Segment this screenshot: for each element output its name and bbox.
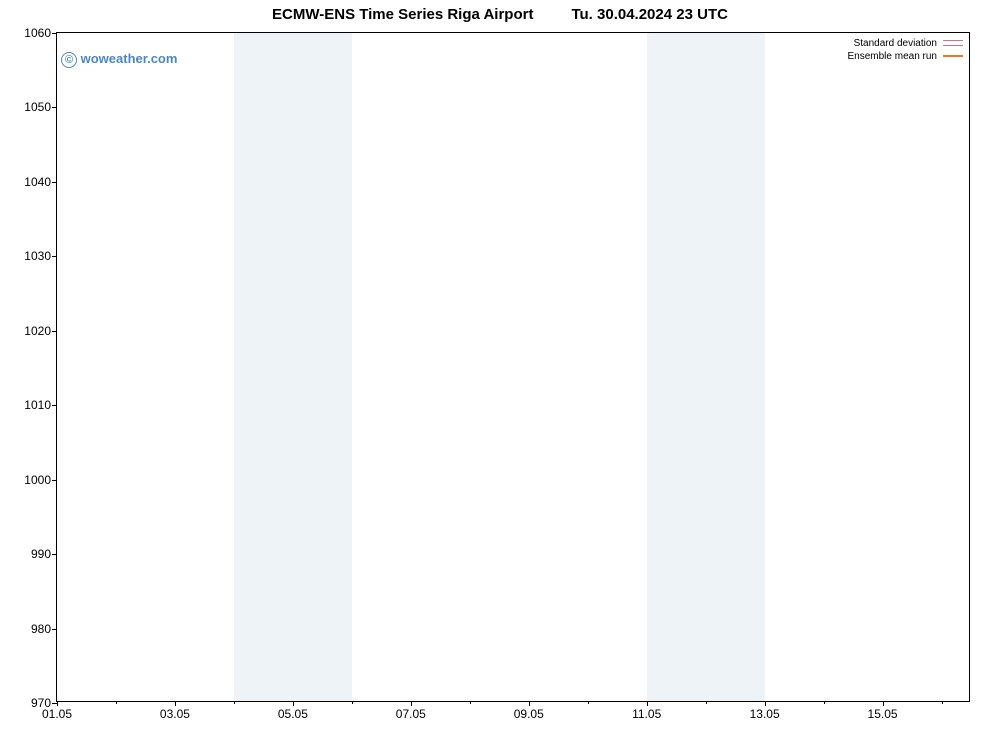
y-tick-label: 1030 bbox=[24, 249, 51, 263]
title-left: ECMW-ENS Time Series Riga Airport bbox=[272, 6, 533, 23]
y-tick-mark bbox=[52, 256, 57, 257]
y-tick-label: 990 bbox=[31, 547, 51, 561]
legend-label: Ensemble mean run bbox=[848, 51, 938, 62]
y-tick-mark bbox=[52, 33, 57, 34]
y-tick-mark bbox=[52, 107, 57, 108]
y-tick-mark bbox=[52, 331, 57, 332]
legend: Standard deviation Ensemble mean run bbox=[848, 37, 964, 63]
x-tick-minor bbox=[588, 701, 589, 704]
y-tick-mark bbox=[52, 405, 57, 406]
x-tick-mark bbox=[529, 701, 530, 706]
x-tick-mark bbox=[293, 701, 294, 706]
x-tick-mark bbox=[411, 701, 412, 706]
y-tick-label: 1040 bbox=[24, 175, 51, 189]
x-tick-minor bbox=[234, 701, 235, 704]
plot-area: © woweather.com Standard deviation Ensemb… bbox=[56, 32, 970, 702]
y-tick-label: 1010 bbox=[24, 398, 51, 412]
x-tick-label: 01.05 bbox=[42, 707, 72, 721]
y-tick-mark bbox=[52, 480, 57, 481]
weekend-band bbox=[234, 33, 352, 701]
y-tick-label: 1050 bbox=[24, 100, 51, 114]
x-tick-label: 03.05 bbox=[160, 707, 190, 721]
chart-title: ECMW-ENS Time Series Riga Airport Tu. 30.… bbox=[0, 6, 1000, 23]
watermark: © woweather.com bbox=[61, 51, 177, 68]
legend-label: Standard deviation bbox=[854, 38, 937, 49]
y-tick-mark bbox=[52, 182, 57, 183]
x-tick-minor bbox=[942, 701, 943, 704]
y-tick-label: 1020 bbox=[24, 324, 51, 338]
y-tick-mark bbox=[52, 554, 57, 555]
x-tick-minor bbox=[470, 701, 471, 704]
x-tick-label: 07.05 bbox=[396, 707, 426, 721]
legend-swatch bbox=[943, 55, 963, 57]
chart-container: ECMW-ENS Time Series Riga Airport Tu. 30.… bbox=[0, 0, 1000, 733]
x-tick-minor bbox=[116, 701, 117, 704]
y-tick-label: 1000 bbox=[24, 473, 51, 487]
x-tick-label: 09.05 bbox=[514, 707, 544, 721]
weekend-band bbox=[647, 33, 765, 701]
y-tick-label: 980 bbox=[31, 622, 51, 636]
x-tick-mark bbox=[765, 701, 766, 706]
x-tick-minor bbox=[706, 701, 707, 704]
legend-swatch bbox=[943, 40, 963, 46]
y-tick-label: 1060 bbox=[24, 26, 51, 40]
copyright-icon: © bbox=[61, 52, 77, 68]
legend-item: Standard deviation bbox=[848, 37, 964, 50]
watermark-text: woweather.com bbox=[81, 51, 178, 66]
x-tick-label: 05.05 bbox=[278, 707, 308, 721]
x-tick-minor bbox=[352, 701, 353, 704]
title-right: Tu. 30.04.2024 23 UTC bbox=[571, 6, 727, 23]
x-tick-mark bbox=[647, 701, 648, 706]
y-tick-mark bbox=[52, 629, 57, 630]
legend-item: Ensemble mean run bbox=[848, 50, 964, 63]
x-tick-mark bbox=[883, 701, 884, 706]
x-tick-label: 15.05 bbox=[868, 707, 898, 721]
x-tick-label: 13.05 bbox=[750, 707, 780, 721]
x-tick-minor bbox=[824, 701, 825, 704]
x-tick-label: 11.05 bbox=[632, 707, 661, 721]
x-tick-mark bbox=[57, 701, 58, 706]
x-tick-mark bbox=[175, 701, 176, 706]
